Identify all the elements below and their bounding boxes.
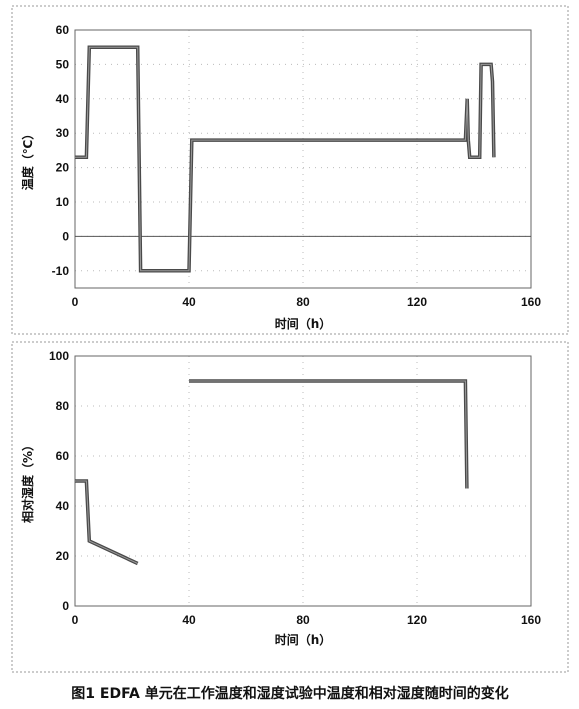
y-tick-label: 60 <box>56 449 70 463</box>
y-axis-label: 温度（℃） <box>20 128 35 191</box>
y-tick-label: -10 <box>52 264 70 278</box>
x-tick-label: 160 <box>521 295 541 309</box>
figure-caption: 图1 EDFA 单元在工作温度和湿度试验中温度和相对湿度随时间的变化 <box>71 685 508 702</box>
humidity-chart: 0 20 40 60 80 100 0 40 80 120 160 时间（h） 相对湿度（%） <box>20 349 541 647</box>
y-tick-label: 50 <box>56 57 70 71</box>
x-tick-label: 40 <box>182 613 196 627</box>
y-tick-label: 10 <box>56 195 70 209</box>
temperature-chart: -10 0 10 20 30 40 50 60 0 40 80 120 160 时间（h） 温度（℃） <box>20 23 541 331</box>
y-tick-label: 100 <box>49 349 69 363</box>
temperature-panel-border <box>11 5 569 335</box>
x-tick-label: 80 <box>296 613 310 627</box>
y-tick-label: 20 <box>56 161 70 175</box>
y-tick-label: 40 <box>56 499 70 513</box>
series-line-highlight <box>75 46 495 272</box>
y-tick-label: 60 <box>56 23 70 37</box>
y-tick-label: 40 <box>56 92 70 106</box>
x-tick-label: 0 <box>72 295 79 309</box>
humidity-panel-border <box>11 341 569 673</box>
x-tick-label: 120 <box>407 613 427 627</box>
series-line-highlight <box>75 480 138 564</box>
x-axis-label: 时间（h） <box>275 316 332 331</box>
x-tick-label: 0 <box>72 613 79 627</box>
y-tick-label: 80 <box>56 399 70 413</box>
y-tick-label: 0 <box>62 599 69 613</box>
series-line-highlight <box>189 380 468 489</box>
series-line <box>75 479 139 566</box>
x-tick-label: 120 <box>407 295 427 309</box>
series-line <box>189 379 469 489</box>
x-tick-label: 40 <box>182 295 196 309</box>
plot-frame <box>74 355 532 607</box>
x-axis-label: 时间（h） <box>275 632 332 647</box>
y-axis-label: 相对湿度（%） <box>20 439 35 523</box>
y-tick-label: 20 <box>56 549 70 563</box>
y-tick-label: 30 <box>56 126 70 140</box>
x-tick-label: 80 <box>296 295 310 309</box>
plot-frame <box>74 29 532 289</box>
y-tick-label: 0 <box>62 229 69 243</box>
x-tick-label: 160 <box>521 613 541 627</box>
